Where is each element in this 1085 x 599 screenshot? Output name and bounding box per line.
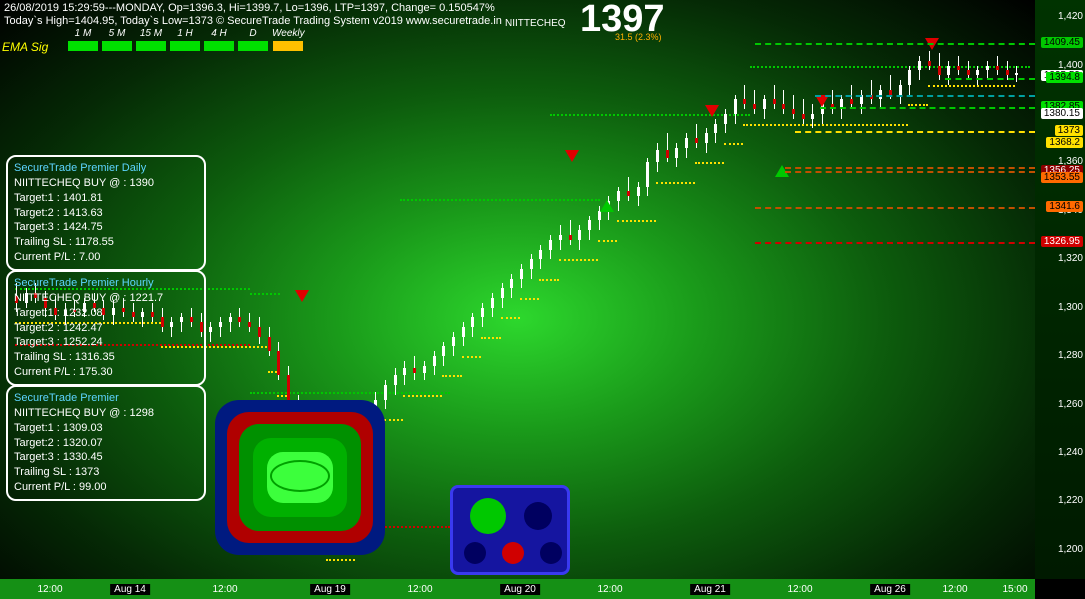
indicator-circle bbox=[540, 542, 562, 564]
x-label: Aug 19 bbox=[310, 584, 350, 595]
x-label: 15:00 bbox=[1002, 584, 1027, 595]
x-label: 12:00 bbox=[37, 584, 62, 595]
x-label: 12:00 bbox=[212, 584, 237, 595]
signal-panel-title: SecureTrade Premier Hourly bbox=[14, 276, 198, 291]
y-tick: 1,240 bbox=[1058, 447, 1083, 458]
price-tag: 1353.55 bbox=[1041, 172, 1083, 183]
signal-panel-line: Current P/L : 175.30 bbox=[14, 365, 198, 380]
signal-panel-line: NIITTECHEQ BUY @ : 1221.7 bbox=[14, 291, 198, 306]
signal-panel-line: Trailing SL : 1178.55 bbox=[14, 235, 198, 250]
signal-panel-line: Target:1 : 1309.03 bbox=[14, 421, 198, 436]
x-label: 12:00 bbox=[597, 584, 622, 595]
signal-panel-line: Current P/L : 99.00 bbox=[14, 480, 198, 495]
pivot-line-YstrdayH: YstrdayH bbox=[815, 95, 1035, 97]
pivot-line-S1: S1 bbox=[785, 171, 1035, 173]
signal-panel-line: NIITTECHEQ BUY @ : 1298 bbox=[14, 406, 198, 421]
x-axis: 12:00 Aug 14 12:00 Aug 19 12:00 Aug 20 12:00 Au… bbox=[0, 579, 1035, 599]
x-label: Aug 20 bbox=[500, 584, 540, 595]
x-label: 12:00 bbox=[407, 584, 432, 595]
x-label: 12:00 bbox=[942, 584, 967, 595]
signal-panel-line: Target:1 : 1401.81 bbox=[14, 191, 198, 206]
y-tick: 1,260 bbox=[1058, 399, 1083, 410]
signal-panel-line: Target:1 : 1232.08 bbox=[14, 306, 198, 321]
x-label: Aug 26 bbox=[870, 584, 910, 595]
x-label: Aug 14 bbox=[110, 584, 150, 595]
indicator-circles bbox=[450, 485, 570, 575]
x-label: 12:00 bbox=[787, 584, 812, 595]
price-tag: 1380.15 bbox=[1041, 108, 1083, 119]
pivot-line-Pivot: Pivot bbox=[795, 131, 1035, 133]
signal-panel: SecureTrade PremierNIITTECHEQ BUY @ : 12… bbox=[6, 385, 206, 501]
indicator-oval bbox=[270, 460, 330, 492]
chart-area[interactable]: 26/08/2019 15:29:59---MONDAY, Op=1396.3,… bbox=[0, 0, 1035, 579]
pivot-line-R3: R3 bbox=[755, 43, 1035, 45]
price-tag: 1368.2 bbox=[1046, 137, 1083, 148]
signal-panel-line: Trailing SL : 1373 bbox=[14, 465, 198, 480]
price-tag: 1341.6 bbox=[1046, 201, 1083, 212]
y-tick: 1,300 bbox=[1058, 302, 1083, 313]
pivot-line-S2: S2 bbox=[755, 207, 1035, 209]
signal-panel-line: Trailing SL : 1316.35 bbox=[14, 350, 198, 365]
signal-panel-line: Target:2 : 1242.47 bbox=[14, 321, 198, 336]
signal-panel-line: Target:3 : 1330.45 bbox=[14, 450, 198, 465]
signal-panel-title: SecureTrade Premier Daily bbox=[14, 161, 198, 176]
y-tick: 1,320 bbox=[1058, 253, 1083, 264]
indicator-circles-svg bbox=[453, 488, 573, 578]
x-label: Aug 21 bbox=[690, 584, 730, 595]
signal-panel-title: SecureTrade Premier bbox=[14, 391, 198, 406]
signal-panel: SecureTrade Premier DailyNIITTECHEQ BUY … bbox=[6, 155, 206, 271]
y-tick: 1,420 bbox=[1058, 11, 1083, 22]
signal-panel: SecureTrade Premier HourlyNIITTECHEQ BUY… bbox=[6, 270, 206, 386]
signal-panel-line: Target:3 : 1424.75 bbox=[14, 220, 198, 235]
signal-panel-line: Target:2 : 1320.07 bbox=[14, 436, 198, 451]
signal-panel-line: NIITTECHEQ BUY @ : 1390 bbox=[14, 176, 198, 191]
y-tick: 1,400 bbox=[1058, 60, 1083, 71]
y-tick: 1,280 bbox=[1058, 350, 1083, 361]
y-tick: 1,220 bbox=[1058, 495, 1083, 506]
price-tag: 1409.45 bbox=[1041, 37, 1083, 48]
indicator-circle bbox=[524, 502, 552, 530]
pivot-line-R2: R2 bbox=[945, 78, 1035, 80]
y-axis: 1,4201,4001,3801,3601,3401,3201,3001,280… bbox=[1035, 0, 1085, 579]
indicator-nested-rects bbox=[215, 400, 385, 555]
y-tick: 1,200 bbox=[1058, 544, 1083, 555]
pivot-line-R1: R1 bbox=[820, 107, 1035, 109]
signal-panel-line: Target:2 : 1413.63 bbox=[14, 206, 198, 221]
pivot-line-S3: S3 bbox=[755, 242, 1035, 244]
indicator-circle bbox=[502, 542, 524, 564]
signal-panel-line: Target:3 : 1252.24 bbox=[14, 335, 198, 350]
indicator-circle bbox=[464, 542, 486, 564]
signal-panel-line: Current P/L : 7.00 bbox=[14, 250, 198, 265]
indicator-circle bbox=[470, 498, 506, 534]
price-tag: 1373 bbox=[1055, 125, 1083, 136]
price-tag: 1326.95 bbox=[1041, 236, 1083, 247]
pivot-line-YstrdayL: YstrdayL bbox=[785, 167, 1035, 169]
price-tag: 1394.8 bbox=[1046, 72, 1083, 83]
